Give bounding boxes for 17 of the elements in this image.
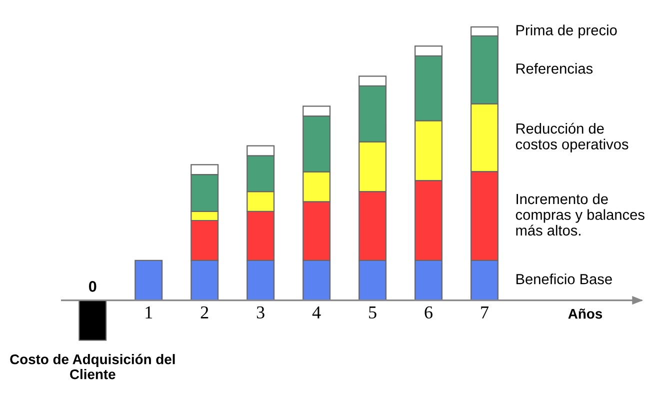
x-tick-label: 6 xyxy=(424,306,432,319)
x-tick-label: 3 xyxy=(256,306,264,319)
x-tick-label: 7 xyxy=(481,306,488,318)
series-label: Prima de precio xyxy=(516,24,617,38)
bar xyxy=(78,300,107,341)
series-label: Reducción de costos operativos xyxy=(516,122,628,152)
series-label: Costo de Adquisición del Cliente xyxy=(10,354,175,380)
series-label: Referencias xyxy=(516,63,593,74)
x-tick-label: 4 xyxy=(312,306,321,318)
x-axis-title: Años xyxy=(568,308,602,319)
x-tick-label: 5 xyxy=(369,306,376,319)
x-tick-label: 1 xyxy=(146,306,152,318)
x-tick-label: 2 xyxy=(200,306,208,318)
series-label: Incremento de compras y balances más altos. xyxy=(516,193,644,236)
series-label: Beneficio Base xyxy=(516,274,612,284)
x-tick-label: 0 xyxy=(88,281,96,292)
bar xyxy=(134,260,163,301)
